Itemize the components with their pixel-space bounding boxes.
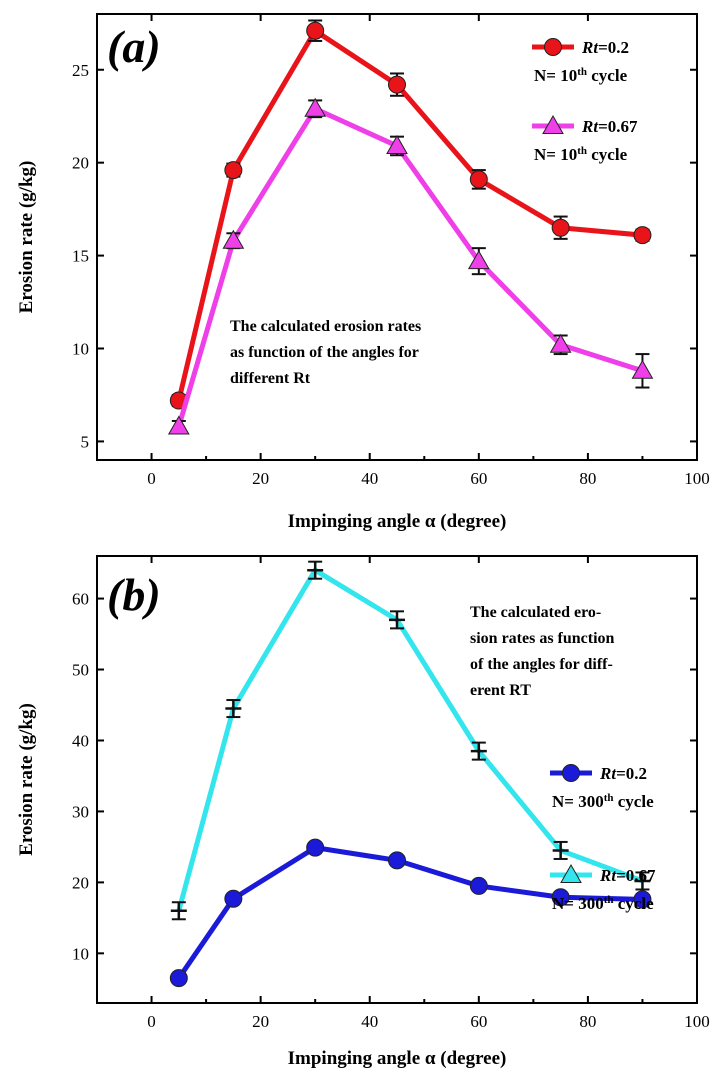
data-point [634, 872, 651, 889]
legend-cycle: N= 300th cycle [552, 894, 654, 913]
legend-marker [542, 114, 564, 134]
data-point [169, 969, 188, 988]
data-point [307, 562, 324, 579]
data-point [633, 890, 652, 909]
data-point [467, 250, 490, 270]
legend-label: Rt=0.67 [599, 866, 656, 885]
y-tick-label: 25 [72, 61, 89, 80]
x-tick-label: 60 [470, 469, 487, 488]
plot-frame [96, 555, 698, 1004]
chart-panel-b: 0 20 40 60 80 100 10 20 30 40 50 60 Impinging angle … [16, 555, 710, 1069]
y-tick-label: 5 [81, 432, 90, 451]
data-point [469, 876, 488, 895]
annotation-line: The calculated erosion rates [230, 318, 421, 335]
data-point [388, 851, 406, 870]
legend-label: Rt=0.67 [581, 117, 638, 136]
legend-cycle: N= 10th cycle [534, 145, 628, 164]
x-tick-label: 80 [579, 1012, 596, 1031]
data-point [551, 888, 570, 907]
annotation-line: sion rates as function [470, 630, 615, 647]
y-tick-label: 60 [72, 590, 89, 609]
data-point [389, 611, 405, 628]
data-point [386, 134, 408, 154]
x-tick-label: 40 [361, 469, 378, 488]
y-tick-label: 20 [72, 154, 89, 173]
series-line [176, 567, 644, 912]
legend-label: Rt=0.2 [599, 764, 647, 783]
x-tick-label: 60 [470, 1012, 487, 1031]
y-axis-label: Erosion rate (g/kg) [16, 161, 37, 314]
legend-cycle: N= 10th cycle [534, 66, 628, 85]
annotation-line: erent RT [470, 682, 531, 699]
data-point [304, 97, 327, 117]
y-tick-label: 10 [72, 340, 89, 359]
data-point [388, 75, 406, 94]
chart-panel-a: 0 20 40 60 80 100 5 10 15 20 25 Impinging angle α (… [16, 13, 710, 532]
data-point [552, 842, 569, 859]
y-tick-label: 10 [72, 944, 89, 963]
series-Rt=0.2 [169, 838, 652, 988]
x-tick-label: 0 [147, 469, 156, 488]
x-tick-label: 100 [684, 469, 710, 488]
y-tick-label: 20 [72, 873, 89, 892]
legend-label: Rt=0.2 [581, 38, 629, 57]
x-axis-label: Impinging angle α (degree) [288, 1048, 507, 1069]
series-Rt=0.67 [170, 560, 651, 921]
legend-entry: Rt=0.67 N= 10th cycle [532, 114, 638, 164]
legend-entry: Rt=0.2 N= 10th cycle [532, 38, 629, 85]
x-tick-label: 20 [252, 1012, 269, 1031]
data-point [224, 161, 243, 180]
legend-marker [544, 38, 562, 56]
y-tick-label: 40 [72, 731, 89, 750]
data-point [222, 229, 245, 249]
data-point [224, 889, 243, 908]
y-axis-label: Erosion rate (g/kg) [16, 703, 37, 856]
series-Rt=0.67 [167, 97, 654, 435]
legend-cycle: N= 300th cycle [552, 792, 654, 811]
annotation-line: of the angles for diff- [470, 656, 613, 673]
panel-label: (a) [107, 21, 161, 72]
plot-frame [96, 13, 698, 461]
data-point [306, 21, 325, 40]
data-point [170, 902, 187, 919]
data-point [306, 838, 325, 857]
series-Rt=0.2 [169, 19, 652, 410]
annotation-line: as function of the angles for [230, 344, 419, 361]
data-point [225, 700, 242, 717]
panel-label: (b) [107, 569, 161, 620]
legend-marker [562, 764, 580, 782]
x-tick-label: 40 [361, 1012, 378, 1031]
data-point [167, 415, 190, 435]
x-tick-label: 0 [147, 1012, 156, 1031]
legend-marker [560, 863, 582, 883]
annotation-line: The calculated ero- [470, 604, 601, 621]
y-tick-label: 30 [72, 802, 89, 821]
annotation-line: different Rt [230, 370, 311, 387]
data-point [549, 333, 572, 353]
data-point [631, 359, 654, 379]
x-tick-label: 20 [252, 469, 269, 488]
data-point [551, 218, 570, 237]
legend-entry: Rt=0.67 N= 300th cycle [550, 863, 656, 913]
data-point [470, 743, 487, 760]
y-tick-label: 50 [72, 661, 89, 680]
data-point [469, 170, 488, 189]
y-tick-label: 15 [72, 247, 89, 266]
data-point [633, 226, 652, 245]
x-tick-label: 80 [579, 469, 596, 488]
x-axis-label: Impinging angle α (degree) [288, 511, 507, 532]
x-tick-label: 100 [684, 1012, 710, 1031]
legend-entry: Rt=0.2 N= 300th cycle [550, 764, 654, 811]
